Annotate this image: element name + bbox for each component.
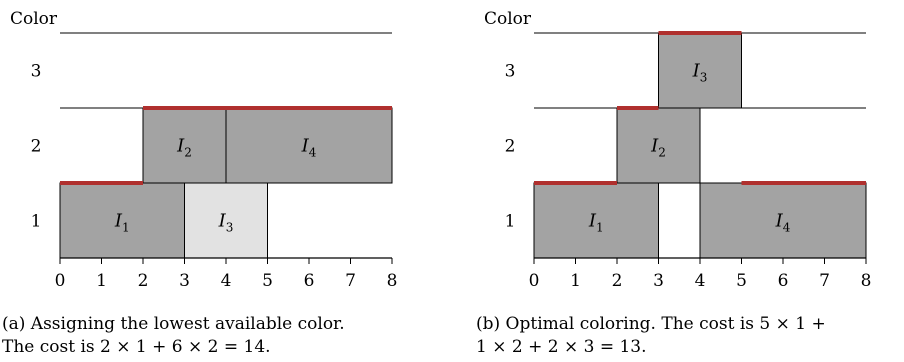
interval-box — [142, 107, 227, 184]
interval-box — [699, 182, 867, 259]
color-row-label: 2 — [31, 137, 42, 157]
color-row-label: 3 — [505, 62, 516, 82]
interval-box — [533, 182, 659, 259]
x-tick-label: 5 — [736, 271, 747, 291]
color-row-label: 2 — [505, 137, 516, 157]
x-tick-label: 7 — [345, 271, 356, 291]
caption-a-line1: (a) Assigning the lowest available color… — [2, 314, 345, 334]
x-tick-label: 5 — [262, 271, 273, 291]
x-tick-label: 8 — [861, 271, 872, 291]
x-tick-label: 6 — [778, 271, 789, 291]
x-tick-label: 0 — [55, 271, 66, 291]
x-tick-label: 7 — [819, 271, 830, 291]
caption-a-line2: The cost is 2 × 1 + 6 × 2 = 14. — [2, 337, 271, 357]
x-tick-label: 1 — [96, 271, 107, 291]
x-tick-label: 3 — [179, 271, 190, 291]
caption-a: (a) Assigning the lowest available color… — [2, 313, 345, 359]
caption-b: (b) Optimal coloring. The cost is 5 × 1 … — [476, 313, 826, 359]
x-tick-label: 3 — [653, 271, 664, 291]
color-row-label: 3 — [31, 62, 42, 82]
color-axis-label: Color — [484, 9, 532, 29]
caption-b-line1: (b) Optimal coloring. The cost is 5 × 1 … — [476, 314, 826, 334]
color-axis-label: Color — [10, 9, 58, 29]
x-tick-label: 8 — [387, 271, 398, 291]
x-tick-label: 0 — [529, 271, 540, 291]
interval-box — [658, 32, 742, 109]
color-row-label: 1 — [505, 212, 516, 232]
interval-box — [59, 182, 185, 259]
x-tick-label: 1 — [570, 271, 581, 291]
x-tick-label: 6 — [304, 271, 315, 291]
color-row-label: 1 — [31, 212, 42, 232]
caption-b-line2: 1 × 2 + 2 × 3 = 13. — [476, 337, 647, 357]
x-tick-label: 2 — [138, 271, 149, 291]
x-tick-label: 2 — [612, 271, 623, 291]
interval-box — [616, 107, 701, 184]
x-tick-label: 4 — [695, 271, 706, 291]
interval-box — [225, 107, 393, 184]
x-tick-label: 4 — [221, 271, 232, 291]
